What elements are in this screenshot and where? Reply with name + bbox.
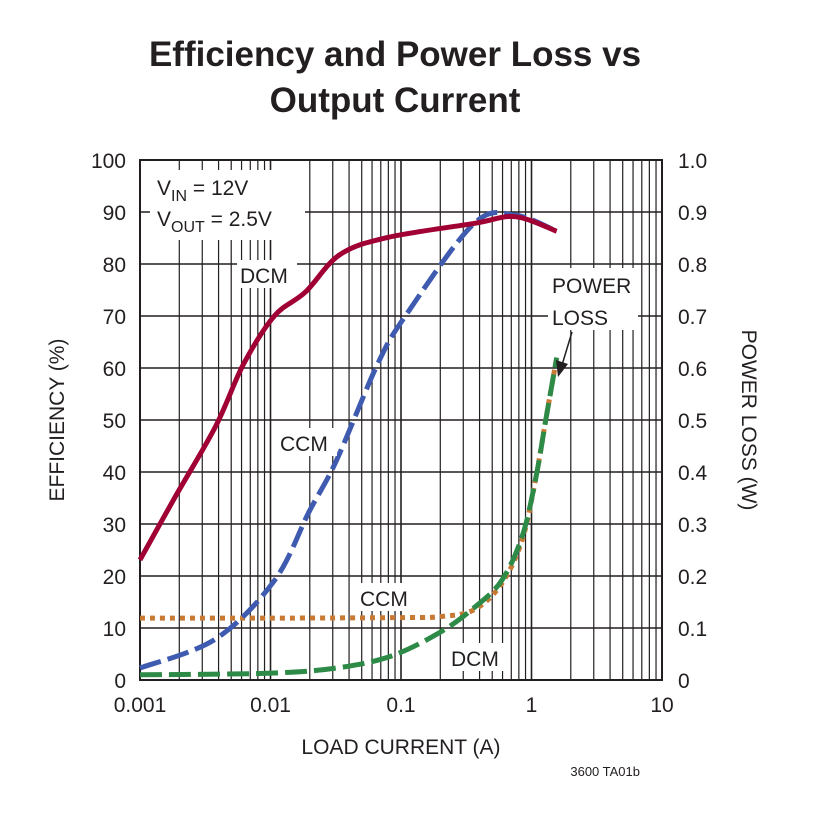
label-bg [357,583,417,611]
y-left-tick-label: 40 [103,462,126,485]
y-axis-left-label: EFFICIENCY (%) [46,339,69,502]
y-left-tick-label: 90 [103,202,126,225]
y-left-tick-label: 80 [103,254,126,277]
label-ccm-efficiency: CCM [280,433,328,456]
y-left-tick-label: 20 [103,566,126,589]
y-right-tick-label: 0.3 [678,514,707,537]
y-left-tick-label: 50 [103,410,126,433]
x-tick-label: 1 [526,694,538,717]
series-dcm-power-loss [139,357,560,678]
y-left-tick-label: 70 [103,306,126,329]
y-right-tick-label: 0.7 [678,306,707,329]
label-bg [548,268,638,330]
x-tick-label: 0.001 [114,694,167,717]
condition-vout: VOUT = 2.5V [157,208,272,236]
y-left-tick-label: 0 [114,670,126,693]
label-ccm-power-loss: CCM [360,588,408,611]
label-dcm-efficiency: DCM [240,265,288,288]
y-axis-right-label: POWER LOSS (W) [737,330,760,511]
figure-code: 3600 TA01b [570,764,640,779]
x-tick-label: 0.1 [386,694,415,717]
series-lines [137,209,560,678]
label-bg [237,260,297,288]
series-ccm-efficiency [139,209,558,671]
y-right-tick-label: 0.8 [678,254,707,277]
condition-vin: VIN = 12V [157,177,248,205]
y-right-tick-label: 0.9 [678,202,707,225]
y-right-tick-label: 0 [678,670,690,693]
y-right-tick-label: 0.6 [678,358,707,381]
y-left-tick-label: 10 [103,618,126,641]
y-left-tick-label: 30 [103,514,126,537]
chart-title-line-1: Efficiency and Power Loss vs [149,35,641,74]
tick-labels: 0.001 0.01 0.1 1 10010203040506070809010000.… [91,150,708,717]
series-dcm-efficiency [137,213,558,562]
y-right-tick-label: 1.0 [678,150,707,173]
label-bg [277,428,337,456]
label-power-loss-1: POWER [552,275,631,298]
y-right-tick-label: 0.5 [678,410,707,433]
y-right-tick-label: 0.2 [678,566,707,589]
x-tick-label: 0.01 [250,694,291,717]
label-bg [448,643,508,671]
conditions-box [150,170,305,240]
power-loss-arrow [556,331,573,377]
label-dcm-power-loss: DCM [451,648,499,671]
y-left-tick-label: 100 [91,150,126,173]
y-left-tick-label: 60 [103,358,126,381]
x-tick-label: 10 [650,694,673,717]
label-power-loss-2: LOSS [552,307,608,330]
chart-title-line-2: Output Current [270,81,521,120]
plot-frame [139,159,663,681]
y-right-tick-label: 0.1 [678,618,707,641]
y-right-tick-label: 0.4 [678,462,708,485]
x-axis-label: LOAD CURRENT (A) [301,736,500,759]
